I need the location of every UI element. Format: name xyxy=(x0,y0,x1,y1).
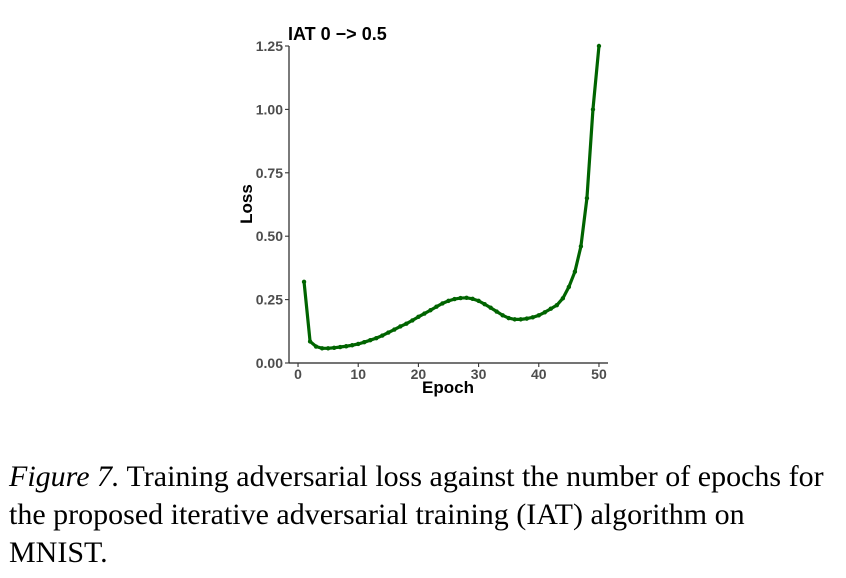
y-tick-label: 0.50 xyxy=(256,228,283,244)
data-point xyxy=(325,346,331,351)
y-tick-label: 0.00 xyxy=(256,355,283,371)
data-point xyxy=(488,305,493,310)
data-point xyxy=(343,344,349,349)
data-point xyxy=(518,317,523,322)
data-point xyxy=(560,296,566,301)
data-point xyxy=(422,311,427,316)
data-point xyxy=(584,195,590,201)
y-axis: 0.00 0.25 0.50 0.75 1.00 1.25 xyxy=(256,38,290,371)
y-tick-label: 0.25 xyxy=(256,292,283,308)
x-axis: 0 10 20 30 40 50 xyxy=(289,362,608,382)
data-point xyxy=(404,321,409,326)
data-point xyxy=(482,301,487,307)
data-point xyxy=(331,345,337,350)
data-point xyxy=(548,306,554,311)
data-point xyxy=(470,296,475,302)
x-tick-label: 20 xyxy=(411,366,427,382)
data-point xyxy=(572,269,578,274)
y-tick-label: 1.00 xyxy=(256,101,283,117)
data-point xyxy=(458,295,463,301)
y-axis-label: Loss xyxy=(237,184,256,224)
data-point xyxy=(307,339,313,344)
data-point xyxy=(410,318,415,323)
data-point xyxy=(464,295,469,301)
data-point xyxy=(452,296,457,302)
data-point xyxy=(476,298,481,304)
data-point xyxy=(536,313,541,318)
data-point xyxy=(337,344,343,350)
chart-title: IAT 0 −> 0.5 xyxy=(288,24,387,44)
data-point xyxy=(416,314,421,320)
data-point xyxy=(578,244,584,249)
data-point xyxy=(590,107,596,112)
data-point xyxy=(506,315,511,321)
data-point xyxy=(313,344,319,349)
data-point xyxy=(380,333,385,338)
figure-caption: Figure 7. Training adversarial loss agai… xyxy=(9,458,839,572)
data-point xyxy=(386,330,391,335)
data-point xyxy=(566,284,572,290)
data-point xyxy=(446,298,451,304)
data-point xyxy=(530,315,535,320)
data-point xyxy=(440,301,445,306)
data-point xyxy=(398,324,403,329)
data-point xyxy=(392,327,397,332)
y-tick-label: 0.75 xyxy=(256,165,283,181)
x-axis-label: Epoch xyxy=(422,378,474,397)
data-point xyxy=(524,316,529,321)
data-point xyxy=(356,341,361,347)
y-tick-label: 1.25 xyxy=(256,38,283,54)
x-tick-label: 0 xyxy=(294,366,302,382)
data-point xyxy=(494,309,499,314)
data-point xyxy=(368,337,373,343)
loss-series-line xyxy=(302,44,601,350)
data-point xyxy=(512,317,517,322)
x-tick-label: 40 xyxy=(531,366,547,382)
figure-caption-label: Figure 7. xyxy=(9,460,120,493)
data-point xyxy=(362,340,367,345)
data-point xyxy=(428,308,433,313)
data-point xyxy=(434,304,439,309)
data-point xyxy=(349,343,355,348)
x-tick-label: 10 xyxy=(350,366,366,382)
data-point xyxy=(374,335,379,341)
loss-chart: IAT 0 −> 0.5 0.00 0.25 0.50 0.75 1.00 1.25 0 1… xyxy=(237,24,608,397)
loss-series-points xyxy=(301,43,602,351)
data-point xyxy=(500,313,505,318)
data-point xyxy=(301,279,307,285)
data-point xyxy=(596,43,602,49)
x-tick-label: 50 xyxy=(591,366,607,382)
data-point xyxy=(554,302,560,308)
data-point xyxy=(319,346,325,351)
data-point xyxy=(542,310,548,315)
figure-caption-text: Training adversarial loss against the nu… xyxy=(9,460,824,569)
x-tick-label: 30 xyxy=(471,366,487,382)
